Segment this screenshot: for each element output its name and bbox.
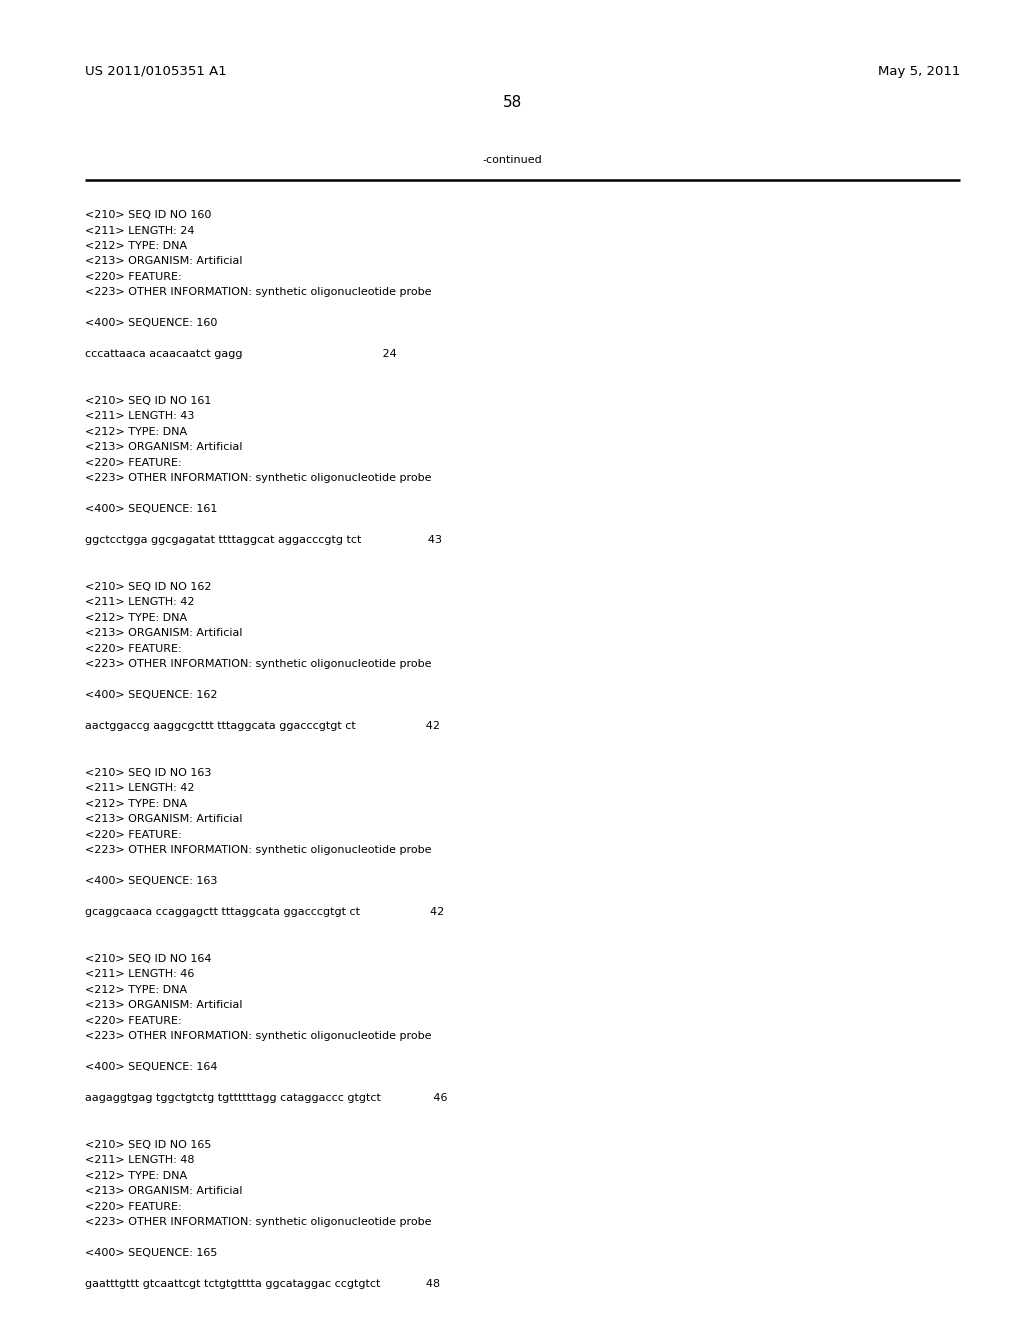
Text: -continued: -continued: [482, 154, 542, 165]
Text: <212> TYPE: DNA: <212> TYPE: DNA: [85, 799, 187, 809]
Text: <400> SEQUENCE: 163: <400> SEQUENCE: 163: [85, 876, 217, 887]
Text: ggctcctgga ggcgagatat ttttaggcat aggacccgtg tct                   43: ggctcctgga ggcgagatat ttttaggcat aggaccc…: [85, 536, 442, 545]
Text: <211> LENGTH: 46: <211> LENGTH: 46: [85, 969, 195, 979]
Text: <212> TYPE: DNA: <212> TYPE: DNA: [85, 242, 187, 251]
Text: <223> OTHER INFORMATION: synthetic oligonucleotide probe: <223> OTHER INFORMATION: synthetic oligo…: [85, 474, 431, 483]
Text: <212> TYPE: DNA: <212> TYPE: DNA: [85, 1171, 187, 1181]
Text: <223> OTHER INFORMATION: synthetic oligonucleotide probe: <223> OTHER INFORMATION: synthetic oligo…: [85, 660, 431, 669]
Text: US 2011/0105351 A1: US 2011/0105351 A1: [85, 65, 226, 78]
Text: cccattaaca acaacaatct gagg                                        24: cccattaaca acaacaatct gagg 24: [85, 350, 396, 359]
Text: <212> TYPE: DNA: <212> TYPE: DNA: [85, 985, 187, 995]
Text: <213> ORGANISM: Artificial: <213> ORGANISM: Artificial: [85, 256, 243, 267]
Text: <210> SEQ ID NO 162: <210> SEQ ID NO 162: [85, 582, 212, 591]
Text: <213> ORGANISM: Artificial: <213> ORGANISM: Artificial: [85, 1001, 243, 1011]
Text: <210> SEQ ID NO 160: <210> SEQ ID NO 160: [85, 210, 211, 220]
Text: <210> SEQ ID NO 163: <210> SEQ ID NO 163: [85, 768, 211, 777]
Text: <211> LENGTH: 24: <211> LENGTH: 24: [85, 226, 195, 235]
Text: <211> LENGTH: 43: <211> LENGTH: 43: [85, 412, 195, 421]
Text: <220> FEATURE:: <220> FEATURE:: [85, 458, 181, 469]
Text: May 5, 2011: May 5, 2011: [878, 65, 961, 78]
Text: <223> OTHER INFORMATION: synthetic oligonucleotide probe: <223> OTHER INFORMATION: synthetic oligo…: [85, 846, 431, 855]
Text: <400> SEQUENCE: 165: <400> SEQUENCE: 165: [85, 1249, 217, 1258]
Text: <223> OTHER INFORMATION: synthetic oligonucleotide probe: <223> OTHER INFORMATION: synthetic oligo…: [85, 1217, 431, 1228]
Text: <220> FEATURE:: <220> FEATURE:: [85, 1016, 181, 1026]
Text: <210> SEQ ID NO 165: <210> SEQ ID NO 165: [85, 1140, 211, 1150]
Text: <213> ORGANISM: Artificial: <213> ORGANISM: Artificial: [85, 442, 243, 453]
Text: <220> FEATURE:: <220> FEATURE:: [85, 644, 181, 653]
Text: <223> OTHER INFORMATION: synthetic oligonucleotide probe: <223> OTHER INFORMATION: synthetic oligo…: [85, 288, 431, 297]
Text: <220> FEATURE:: <220> FEATURE:: [85, 830, 181, 840]
Text: 58: 58: [503, 95, 521, 110]
Text: <220> FEATURE:: <220> FEATURE:: [85, 1203, 181, 1212]
Text: gaatttgttt gtcaattcgt tctgtgtttta ggcataggac ccgtgtct             48: gaatttgttt gtcaattcgt tctgtgtttta ggcata…: [85, 1279, 440, 1290]
Text: <213> ORGANISM: Artificial: <213> ORGANISM: Artificial: [85, 628, 243, 639]
Text: <211> LENGTH: 42: <211> LENGTH: 42: [85, 784, 195, 793]
Text: <210> SEQ ID NO 161: <210> SEQ ID NO 161: [85, 396, 211, 407]
Text: <400> SEQUENCE: 164: <400> SEQUENCE: 164: [85, 1063, 217, 1072]
Text: gcaggcaaca ccaggagctt tttaggcata ggacccgtgt ct                    42: gcaggcaaca ccaggagctt tttaggcata ggacccg…: [85, 907, 444, 917]
Text: <210> SEQ ID NO 164: <210> SEQ ID NO 164: [85, 954, 212, 964]
Text: <223> OTHER INFORMATION: synthetic oligonucleotide probe: <223> OTHER INFORMATION: synthetic oligo…: [85, 1031, 431, 1041]
Text: <220> FEATURE:: <220> FEATURE:: [85, 272, 181, 282]
Text: <400> SEQUENCE: 160: <400> SEQUENCE: 160: [85, 318, 217, 329]
Text: <400> SEQUENCE: 162: <400> SEQUENCE: 162: [85, 690, 217, 701]
Text: <212> TYPE: DNA: <212> TYPE: DNA: [85, 612, 187, 623]
Text: aactggaccg aaggcgcttt tttaggcata ggacccgtgt ct                    42: aactggaccg aaggcgcttt tttaggcata ggacccg…: [85, 722, 440, 731]
Text: aagaggtgag tggctgtctg tgttttttagg cataggaccc gtgtct               46: aagaggtgag tggctgtctg tgttttttagg catagg…: [85, 1093, 447, 1104]
Text: <212> TYPE: DNA: <212> TYPE: DNA: [85, 426, 187, 437]
Text: <213> ORGANISM: Artificial: <213> ORGANISM: Artificial: [85, 1187, 243, 1196]
Text: <400> SEQUENCE: 161: <400> SEQUENCE: 161: [85, 504, 217, 515]
Text: <213> ORGANISM: Artificial: <213> ORGANISM: Artificial: [85, 814, 243, 825]
Text: <211> LENGTH: 48: <211> LENGTH: 48: [85, 1155, 195, 1166]
Text: <211> LENGTH: 42: <211> LENGTH: 42: [85, 598, 195, 607]
